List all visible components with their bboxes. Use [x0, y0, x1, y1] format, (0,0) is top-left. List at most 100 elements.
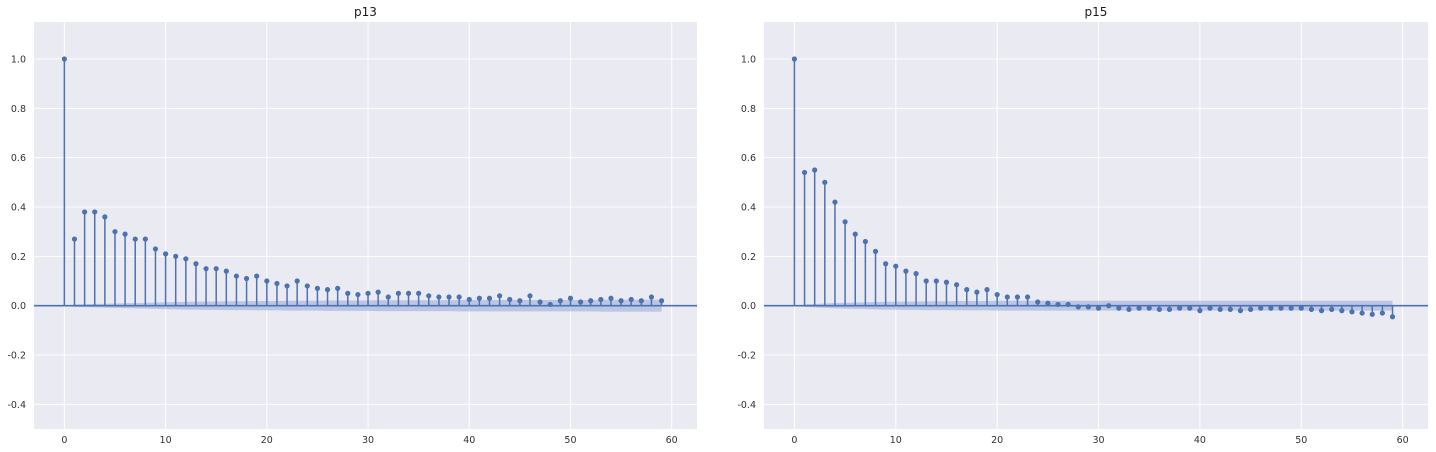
marker-lag-25 [314, 285, 321, 291]
marker-lag-12 [913, 271, 919, 277]
marker-lag-39 [1187, 305, 1193, 311]
marker-lag-58 [1379, 310, 1385, 316]
marker-lag-45 [517, 298, 523, 304]
marker-lag-27 [335, 285, 341, 291]
x-tick-label: 50 [564, 435, 576, 446]
marker-lag-2 [82, 209, 88, 215]
marker-lag-43 [497, 293, 503, 299]
marker-lag-29 [1085, 304, 1091, 310]
marker-lag-5 [112, 229, 118, 235]
marker-lag-38 [1177, 305, 1183, 311]
marker-lag-27 [1065, 301, 1071, 308]
x-tick-label: 20 [261, 435, 273, 446]
marker-lag-14 [933, 278, 939, 284]
marker-lag-24 [304, 283, 310, 289]
marker-lag-54 [608, 295, 614, 301]
marker-lag-23 [294, 278, 300, 284]
marker-lag-55 [618, 298, 624, 304]
marker-lag-8 [872, 248, 879, 254]
marker-lag-26 [324, 287, 331, 293]
marker-lag-44 [507, 296, 513, 303]
marker-lag-59 [1389, 314, 1396, 320]
marker-lag-45 [1247, 306, 1254, 312]
marker-lag-52 [588, 298, 594, 304]
marker-lag-0 [791, 56, 798, 62]
marker-lag-3 [92, 209, 98, 215]
marker-lag-41 [476, 295, 482, 301]
marker-lag-16 [954, 282, 960, 288]
marker-lag-19 [254, 273, 260, 279]
marker-lag-42 [1217, 306, 1223, 312]
marker-lag-15 [943, 279, 950, 285]
marker-lag-20 [994, 291, 1000, 298]
marker-lag-34 [405, 290, 412, 296]
marker-lag-22 [284, 283, 290, 289]
marker-lag-40 [1197, 308, 1203, 314]
marker-lag-19 [984, 287, 990, 293]
chart-panel-p13: -0.4 -0.2 0.0 0.2 0.4 0.6 0.8 1.0 0 10 20 30 40 50 60 p… [7, 5, 697, 446]
marker-lag-6 [852, 231, 858, 237]
marker-lag-28 [345, 290, 351, 296]
marker-lag-30 [365, 290, 371, 296]
marker-lag-23 [1024, 294, 1031, 300]
y-tick-label: 0.2 [11, 252, 26, 263]
marker-lag-59 [658, 298, 665, 304]
y-tick-label: 1.0 [741, 55, 756, 66]
y-tick-label: 0.4 [11, 203, 26, 214]
marker-lag-53 [598, 296, 604, 303]
marker-lag-13 [923, 278, 929, 284]
marker-lag-18 [974, 289, 980, 295]
marker-lag-43 [1227, 306, 1233, 312]
marker-lag-3 [822, 179, 828, 185]
marker-lag-49 [1288, 305, 1294, 311]
chart-title-p15: p15 [1085, 5, 1108, 19]
marker-lag-6 [122, 231, 128, 237]
y-tick-label: 0.0 [11, 301, 26, 312]
marker-lag-56 [628, 296, 634, 303]
marker-lag-38 [446, 294, 452, 300]
marker-lag-0 [61, 56, 67, 62]
marker-lag-42 [486, 295, 493, 301]
marker-lag-56 [1359, 310, 1365, 316]
marker-lag-10 [893, 263, 899, 269]
marker-lag-53 [1329, 306, 1335, 312]
marker-lag-12 [183, 256, 189, 262]
marker-lag-51 [577, 299, 584, 305]
marker-lag-55 [1349, 309, 1355, 315]
marker-lag-50 [567, 295, 574, 301]
marker-lag-36 [426, 293, 432, 299]
y-tick-label: 0.6 [741, 153, 756, 164]
x-tick-label: 0 [61, 435, 67, 446]
marker-lag-13 [193, 261, 199, 267]
y-tick-label: 0.8 [11, 104, 26, 115]
marker-lag-7 [132, 236, 138, 242]
marker-lag-21 [274, 280, 280, 287]
plot-area-p13 [34, 22, 697, 429]
x-tick-label: 0 [791, 435, 797, 446]
marker-lag-41 [1207, 305, 1213, 311]
marker-lag-5 [842, 219, 848, 225]
marker-lag-48 [1278, 305, 1284, 311]
marker-lag-52 [1318, 308, 1325, 314]
y-tick-label: -0.4 [737, 400, 756, 411]
x-tick-label: 10 [160, 435, 172, 446]
marker-lag-32 [1116, 305, 1122, 311]
y-tick-label: -0.2 [737, 351, 756, 362]
chart-title-p13: p13 [354, 5, 377, 19]
marker-lag-46 [1258, 305, 1264, 311]
marker-lag-21 [1004, 294, 1010, 300]
marker-lag-50 [1298, 305, 1304, 311]
marker-lag-1 [801, 169, 808, 176]
marker-lag-58 [648, 294, 655, 300]
marker-lag-37 [1166, 306, 1173, 312]
marker-lag-11 [903, 268, 909, 274]
y-tick-label: -0.4 [7, 400, 26, 411]
marker-lag-28 [1075, 304, 1081, 310]
y-tick-label: 0.8 [741, 104, 756, 115]
y-tick-label: 0.4 [741, 203, 756, 214]
y-tick-label: 0.6 [11, 153, 26, 164]
marker-lag-31 [375, 289, 381, 295]
marker-lag-18 [243, 275, 250, 282]
marker-lag-48 [547, 301, 553, 308]
